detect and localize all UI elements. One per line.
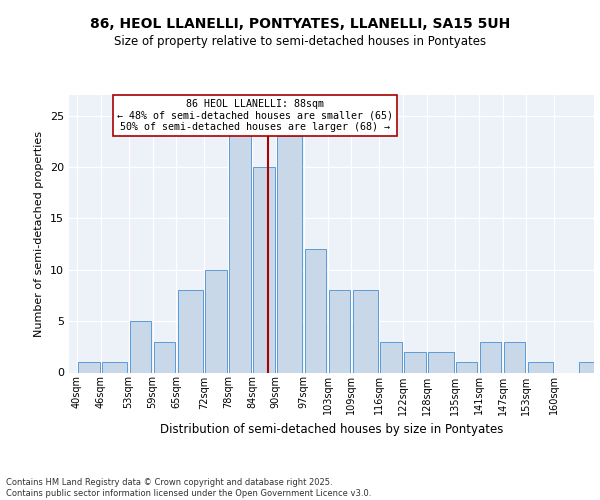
Bar (130, 321, 151, 372)
Y-axis label: Number of semi-detached properties: Number of semi-detached properties (34, 130, 44, 337)
Text: Contains HM Land Registry data © Crown copyright and database right 2025.
Contai: Contains HM Land Registry data © Crown c… (6, 478, 371, 498)
Bar (404, 352, 426, 372)
Bar (178, 290, 203, 372)
Text: 86 HEOL LLANELLI: 88sqm
← 48% of semi-detached houses are smaller (65)
50% of se: 86 HEOL LLANELLI: 88sqm ← 48% of semi-de… (118, 99, 394, 132)
Bar (527, 362, 553, 372)
Text: Size of property relative to semi-detached houses in Pontyates: Size of property relative to semi-detach… (114, 35, 486, 48)
Bar (229, 126, 251, 372)
Bar (380, 342, 402, 372)
Bar (277, 136, 302, 372)
Bar (579, 362, 600, 372)
Bar (353, 290, 378, 372)
Bar (102, 362, 127, 372)
Bar (456, 362, 478, 372)
Bar (205, 270, 227, 372)
Text: 86, HEOL LLANELLI, PONTYATES, LLANELLI, SA15 5UH: 86, HEOL LLANELLI, PONTYATES, LLANELLI, … (90, 18, 510, 32)
X-axis label: Distribution of semi-detached houses by size in Pontyates: Distribution of semi-detached houses by … (160, 423, 503, 436)
Bar (504, 342, 525, 372)
Bar (78, 362, 100, 372)
Bar (480, 342, 502, 372)
Bar (253, 167, 275, 372)
Bar (154, 342, 175, 372)
Bar (329, 290, 350, 372)
Bar (428, 352, 454, 372)
Bar (305, 249, 326, 372)
